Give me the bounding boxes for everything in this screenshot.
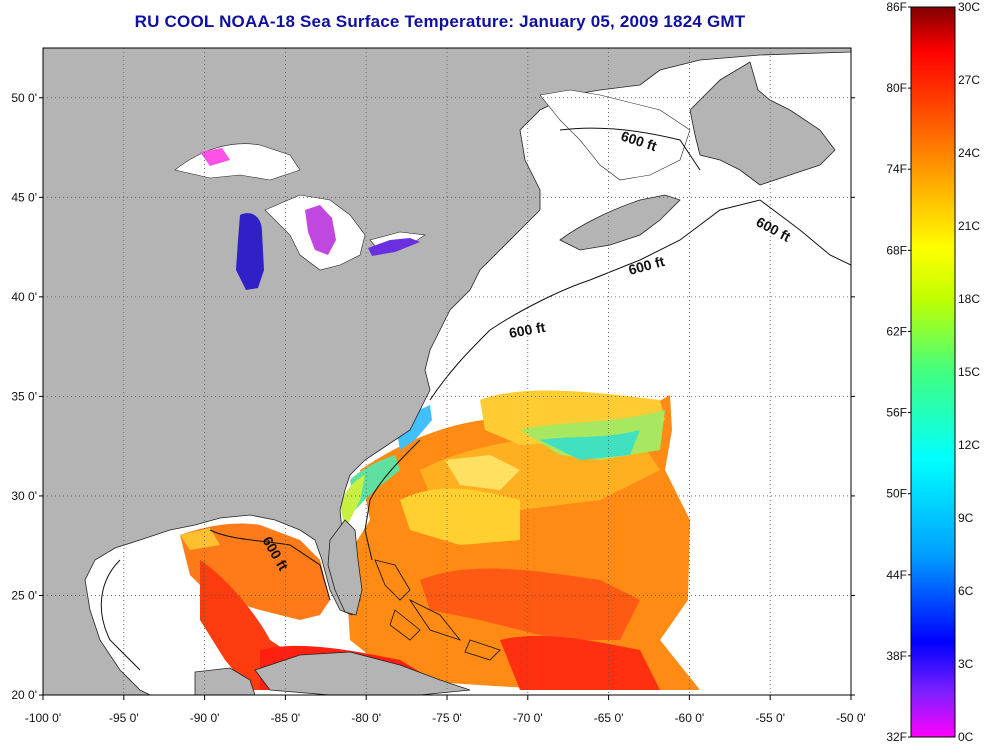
lakes-colored-overlay (200, 148, 420, 290)
longitude-axis: -100 0' -95 0' -90 0' -85 0' -80 0' -75 0' -70… (25, 695, 866, 725)
lon-tick-label: -75 0' (432, 711, 462, 725)
colorbar-f-label: 68F (886, 243, 907, 257)
colorbar-gradient (910, 6, 956, 738)
lon-tick-label: -60 0' (675, 711, 705, 725)
colorbar-fahrenheit-labels: 86F 80F 74F 68F 62F 56F 50F 44F 38F 32F (886, 0, 911, 744)
lat-tick-label: 50 0' (11, 91, 37, 105)
lat-tick-label: 20 0' (11, 688, 37, 702)
gridlines (43, 48, 851, 695)
land (43, 48, 851, 695)
colorbar: 86F 80F 74F 68F 62F 56F 50F 44F 38F 32F 30C 27C 24C… (886, 0, 980, 744)
colorbar-c-label: 9C (958, 511, 974, 525)
lon-tick-label: -95 0' (109, 711, 139, 725)
colorbar-f-label: 38F (886, 649, 907, 663)
lat-tick-label: 25 0' (11, 588, 37, 602)
colorbar-f-label: 50F (886, 487, 907, 501)
colorbar-f-label: 44F (886, 568, 907, 582)
colorbar-f-label: 62F (886, 324, 907, 338)
lon-tick-label: -50 0' (836, 711, 866, 725)
contour-label: 600 ft (508, 319, 547, 341)
lon-tick-label: -90 0' (190, 711, 220, 725)
colorbar-c-label: 24C (958, 146, 980, 160)
lat-tick-label: 45 0' (11, 190, 37, 204)
lat-tick-label: 35 0' (11, 389, 37, 403)
colorbar-f-label: 80F (886, 81, 907, 95)
lat-tick-label: 40 0' (11, 290, 37, 304)
lon-tick-label: -70 0' (513, 711, 543, 725)
lon-tick-label: -55 0' (755, 711, 785, 725)
lon-tick-label: -100 0' (25, 711, 61, 725)
map-title: RU COOL NOAA-18 Sea Surface Temperature:… (134, 12, 746, 31)
bahamas (374, 559, 501, 661)
colorbar-c-label: 6C (958, 584, 974, 598)
colorbar-c-label: 21C (958, 219, 980, 233)
lat-tick-label: 30 0' (11, 489, 37, 503)
colorbar-c-label: 15C (958, 365, 980, 379)
lon-tick-label: -65 0' (594, 711, 624, 725)
colorbar-c-label: 27C (958, 73, 980, 87)
map-area: 600 ft 600 ft 600 ft 600 ft 600 ft (43, 48, 851, 695)
colorbar-f-label: 86F (886, 0, 907, 14)
colorbar-c-label: 3C (958, 657, 974, 671)
colorbar-f-label: 32F (886, 730, 907, 744)
colorbar-c-label: 0C (958, 730, 974, 744)
colorbar-c-label: 30C (958, 0, 980, 14)
colorbar-c-label: 18C (958, 292, 980, 306)
lon-tick-label: -80 0' (351, 711, 381, 725)
latitude-axis: 20 0' 25 0' 30 0' 35 0' 40 0' 45 0' 50 0' (11, 91, 855, 702)
florida (327, 519, 363, 616)
colorbar-f-label: 56F (886, 406, 907, 420)
sst-data (180, 390, 700, 690)
colorbar-f-label: 74F (886, 162, 907, 176)
colorbar-c-label: 12C (958, 438, 980, 452)
lon-tick-label: -85 0' (271, 711, 301, 725)
contour-lines (100, 127, 851, 671)
colorbar-celsius-labels: 30C 27C 24C 21C 18C 15C 12C 9C 6C 3C 0C (958, 0, 980, 744)
